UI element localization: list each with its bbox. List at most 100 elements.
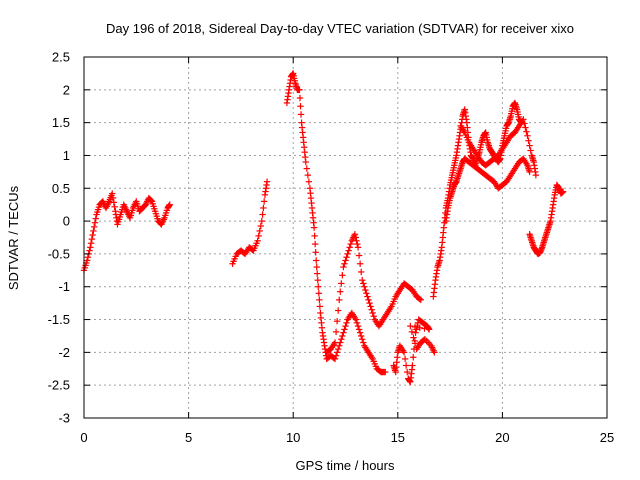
data-point: [344, 250, 351, 258]
data-point: [400, 349, 408, 356]
data-point: [92, 215, 99, 222]
x-tick-label: 0: [80, 430, 87, 445]
series-arc-2: [229, 178, 271, 267]
data-point: [91, 219, 99, 226]
data-point: [409, 362, 416, 369]
data-point: [303, 165, 310, 172]
data-points: [80, 70, 567, 386]
data-point: [341, 260, 348, 267]
data-point: [296, 86, 303, 94]
y-tick-label: 1.5: [52, 115, 70, 130]
data-point: [368, 306, 375, 313]
data-point: [83, 257, 91, 264]
data-point: [84, 253, 92, 261]
data-point: [521, 120, 528, 127]
data-point: [340, 263, 347, 271]
data-point: [87, 244, 94, 251]
data-point: [352, 316, 360, 323]
data-point: [559, 188, 567, 195]
data-point: [166, 201, 173, 208]
x-tick-label: 20: [495, 430, 509, 445]
data-point: [356, 260, 364, 267]
data-point: [362, 286, 369, 294]
data-point: [331, 355, 339, 363]
data-point: [526, 168, 533, 176]
y-tick-label: -2: [58, 345, 70, 360]
y-tick-label: 1: [63, 148, 70, 163]
tick-labels: 0 5 10 15 20 25 2.5 2 1.5 1 0.5 0 -0.5 -1 -1.5 -2 -2.5 -3: [48, 50, 615, 446]
data-point: [360, 280, 367, 287]
data-point: [411, 323, 419, 331]
y-tick-label: -3: [58, 411, 70, 426]
data-point: [410, 354, 417, 361]
data-point: [353, 237, 360, 244]
data-point: [311, 232, 318, 240]
data-point: [297, 103, 304, 110]
data-point: [110, 199, 118, 206]
data-point: [342, 322, 349, 330]
data-point: [425, 326, 433, 333]
data-point: [331, 339, 339, 346]
data-point: [256, 227, 263, 235]
series-arc-5: [390, 316, 438, 386]
data-point: [352, 234, 359, 241]
data-point: [341, 326, 348, 333]
data-point: [421, 325, 428, 332]
data-point: [343, 319, 350, 327]
axis-ticks: [83, 56, 608, 419]
data-point: [354, 322, 362, 330]
data-point: [404, 368, 411, 376]
data-point: [525, 137, 532, 144]
data-point: [360, 339, 367, 346]
data-point: [254, 237, 261, 244]
data-point: [338, 280, 345, 287]
data-point: [356, 329, 364, 336]
data-point: [367, 303, 374, 310]
data-point: [90, 223, 98, 231]
data-point: [342, 257, 349, 264]
data-point: [351, 231, 359, 238]
y-tick-label: -1.5: [48, 312, 70, 327]
series-arc-7: [442, 155, 533, 225]
data-point: [532, 171, 540, 179]
data-point: [333, 317, 341, 325]
data-point: [257, 222, 264, 230]
data-point: [366, 299, 373, 307]
data-point: [315, 283, 322, 290]
data-point: [313, 257, 320, 264]
series-arc-1: [80, 190, 173, 274]
data-point: [370, 313, 377, 320]
data-point: [365, 296, 372, 304]
x-tick-label: 25: [600, 430, 614, 445]
data-point: [355, 252, 363, 259]
data-point: [312, 249, 319, 256]
data-point: [336, 296, 343, 304]
data-point: [316, 296, 323, 304]
series-arc-3: [283, 70, 389, 376]
data-point: [260, 204, 267, 212]
data-point: [296, 94, 304, 102]
data-point: [357, 332, 365, 340]
data-point: [416, 324, 423, 331]
data-point: [314, 270, 321, 277]
data-point: [410, 334, 417, 341]
data-point: [520, 116, 527, 123]
data-point: [359, 276, 366, 284]
y-tick-label: -0.5: [48, 246, 70, 261]
data-point: [346, 244, 353, 251]
data-point: [339, 332, 346, 340]
data-point: [417, 296, 425, 304]
data-point: [411, 340, 419, 347]
data-point: [259, 211, 266, 218]
data-point: [332, 352, 340, 359]
data-point: [263, 178, 271, 185]
data-point: [407, 322, 414, 330]
series-arc-6: [430, 99, 525, 300]
data-point: [89, 231, 96, 239]
y-tick-label: -1: [58, 279, 70, 294]
data-point: [431, 349, 438, 356]
data-point: [311, 240, 319, 248]
x-tick-label: 5: [185, 430, 192, 445]
y-tick-label: -2.5: [48, 378, 70, 393]
y-tick-label: 2: [63, 82, 70, 97]
